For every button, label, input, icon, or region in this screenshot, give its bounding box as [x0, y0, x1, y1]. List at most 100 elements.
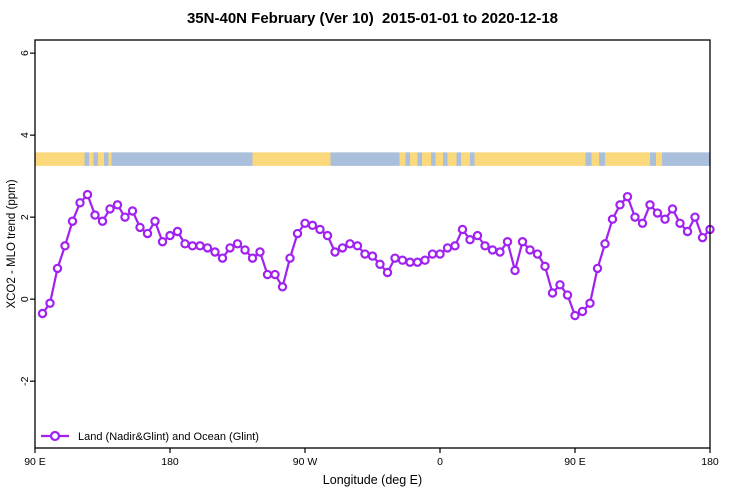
x-tick-label: 180 [161, 456, 179, 468]
data-point [180, 239, 190, 249]
data-point [165, 230, 175, 241]
surface-band-land-segment [410, 152, 418, 166]
surface-band-ocean-segment [104, 152, 109, 166]
surface-band-ocean-segment [599, 152, 605, 166]
chart-title: 35N-40N February (Ver 10) 2015-01-01 to … [186, 10, 559, 27]
data-point [60, 241, 70, 251]
data-point [600, 239, 610, 249]
surface-band-ocean-segment [111, 152, 253, 166]
data-point [195, 241, 205, 251]
data-point [390, 253, 400, 263]
data-point [285, 253, 295, 263]
data-point [420, 255, 430, 265]
data-point [202, 243, 213, 253]
data-point [142, 228, 153, 239]
surface-band-land-segment [474, 152, 586, 166]
surface-band-ocean-segment [650, 152, 656, 166]
surface-band-land-segment [591, 152, 599, 166]
data-point [367, 251, 378, 261]
data-point [345, 239, 355, 249]
data-point [232, 239, 243, 249]
data-point [382, 267, 393, 278]
surface-band-ocean-segment [405, 152, 410, 166]
surface-band-ocean-segment [585, 152, 592, 166]
surface-band-land-segment [422, 152, 431, 166]
data-point [645, 200, 655, 210]
surface-band-ocean-segment [443, 152, 448, 166]
y-tick-label: 4 [19, 132, 31, 138]
surface-band-land-segment [435, 152, 443, 166]
surface-band-land-segment [89, 152, 94, 166]
data-point [52, 263, 63, 274]
x-axis-label: Longitude (deg E) [322, 473, 423, 487]
data-point [322, 230, 333, 241]
data-point [487, 245, 498, 255]
surface-band-ocean-segment [93, 152, 98, 166]
data-point [405, 257, 415, 267]
data-point [120, 212, 130, 222]
data-point [82, 189, 93, 200]
surface-band-land-segment [98, 152, 104, 166]
data-point [622, 191, 633, 202]
y-axis-label: XCO2 - MLO trend (ppm) [6, 179, 18, 309]
data-point [585, 298, 595, 308]
data-point [240, 245, 250, 255]
legend-marker-icon [49, 430, 61, 442]
data-point [547, 288, 558, 298]
data-point [465, 234, 475, 245]
surface-band-ocean-segment [470, 152, 475, 166]
data-point [360, 249, 370, 259]
data-point [637, 218, 648, 228]
data-point [315, 224, 325, 235]
data-point [517, 237, 528, 247]
surface-band-ocean-segment [84, 152, 89, 166]
data-point [225, 243, 235, 253]
x-tick-label: 0 [437, 456, 443, 468]
data-point [307, 220, 318, 231]
data-point [270, 269, 280, 280]
surface-band-ocean-segment [456, 152, 461, 166]
data-point [397, 255, 408, 265]
data-point [510, 265, 520, 276]
data-point [450, 241, 460, 251]
data-point [37, 308, 48, 319]
data-point [105, 204, 115, 214]
data-point [262, 269, 273, 280]
data-point [540, 261, 550, 272]
data-point [352, 241, 363, 251]
data-point [210, 247, 220, 257]
surface-band-ocean-segment [417, 152, 422, 166]
data-point [532, 249, 543, 259]
x-tick-label: 90 E [564, 456, 586, 468]
data-point [127, 206, 138, 216]
data-point [652, 208, 663, 218]
data-point [525, 245, 535, 255]
y-tick-label: 6 [19, 50, 31, 56]
y-tick-label: 2 [19, 214, 31, 220]
data-point [90, 210, 100, 220]
data-point [255, 247, 265, 257]
data-point [412, 257, 423, 267]
surface-band-land-segment [605, 152, 650, 166]
data-point [277, 282, 288, 292]
surface-band-land-segment [108, 152, 112, 166]
data-point [45, 298, 55, 308]
data-point [577, 306, 588, 317]
data-point [75, 198, 85, 208]
x-tick-label: 90 E [24, 456, 46, 468]
data-point [67, 216, 78, 226]
data-point [480, 241, 490, 251]
data-point [247, 253, 258, 263]
data-point [97, 216, 108, 226]
data-point [135, 222, 145, 233]
data-point [562, 290, 573, 300]
data-point [435, 249, 445, 259]
surface-band-land-segment [656, 152, 662, 166]
data-point [502, 237, 513, 247]
data-point [630, 212, 640, 222]
data-point [300, 218, 310, 228]
legend-label: Land (Nadir&Glint) and Ocean (Glint) [78, 431, 259, 443]
surface-band-land-segment [447, 152, 457, 166]
data-point [592, 263, 603, 274]
